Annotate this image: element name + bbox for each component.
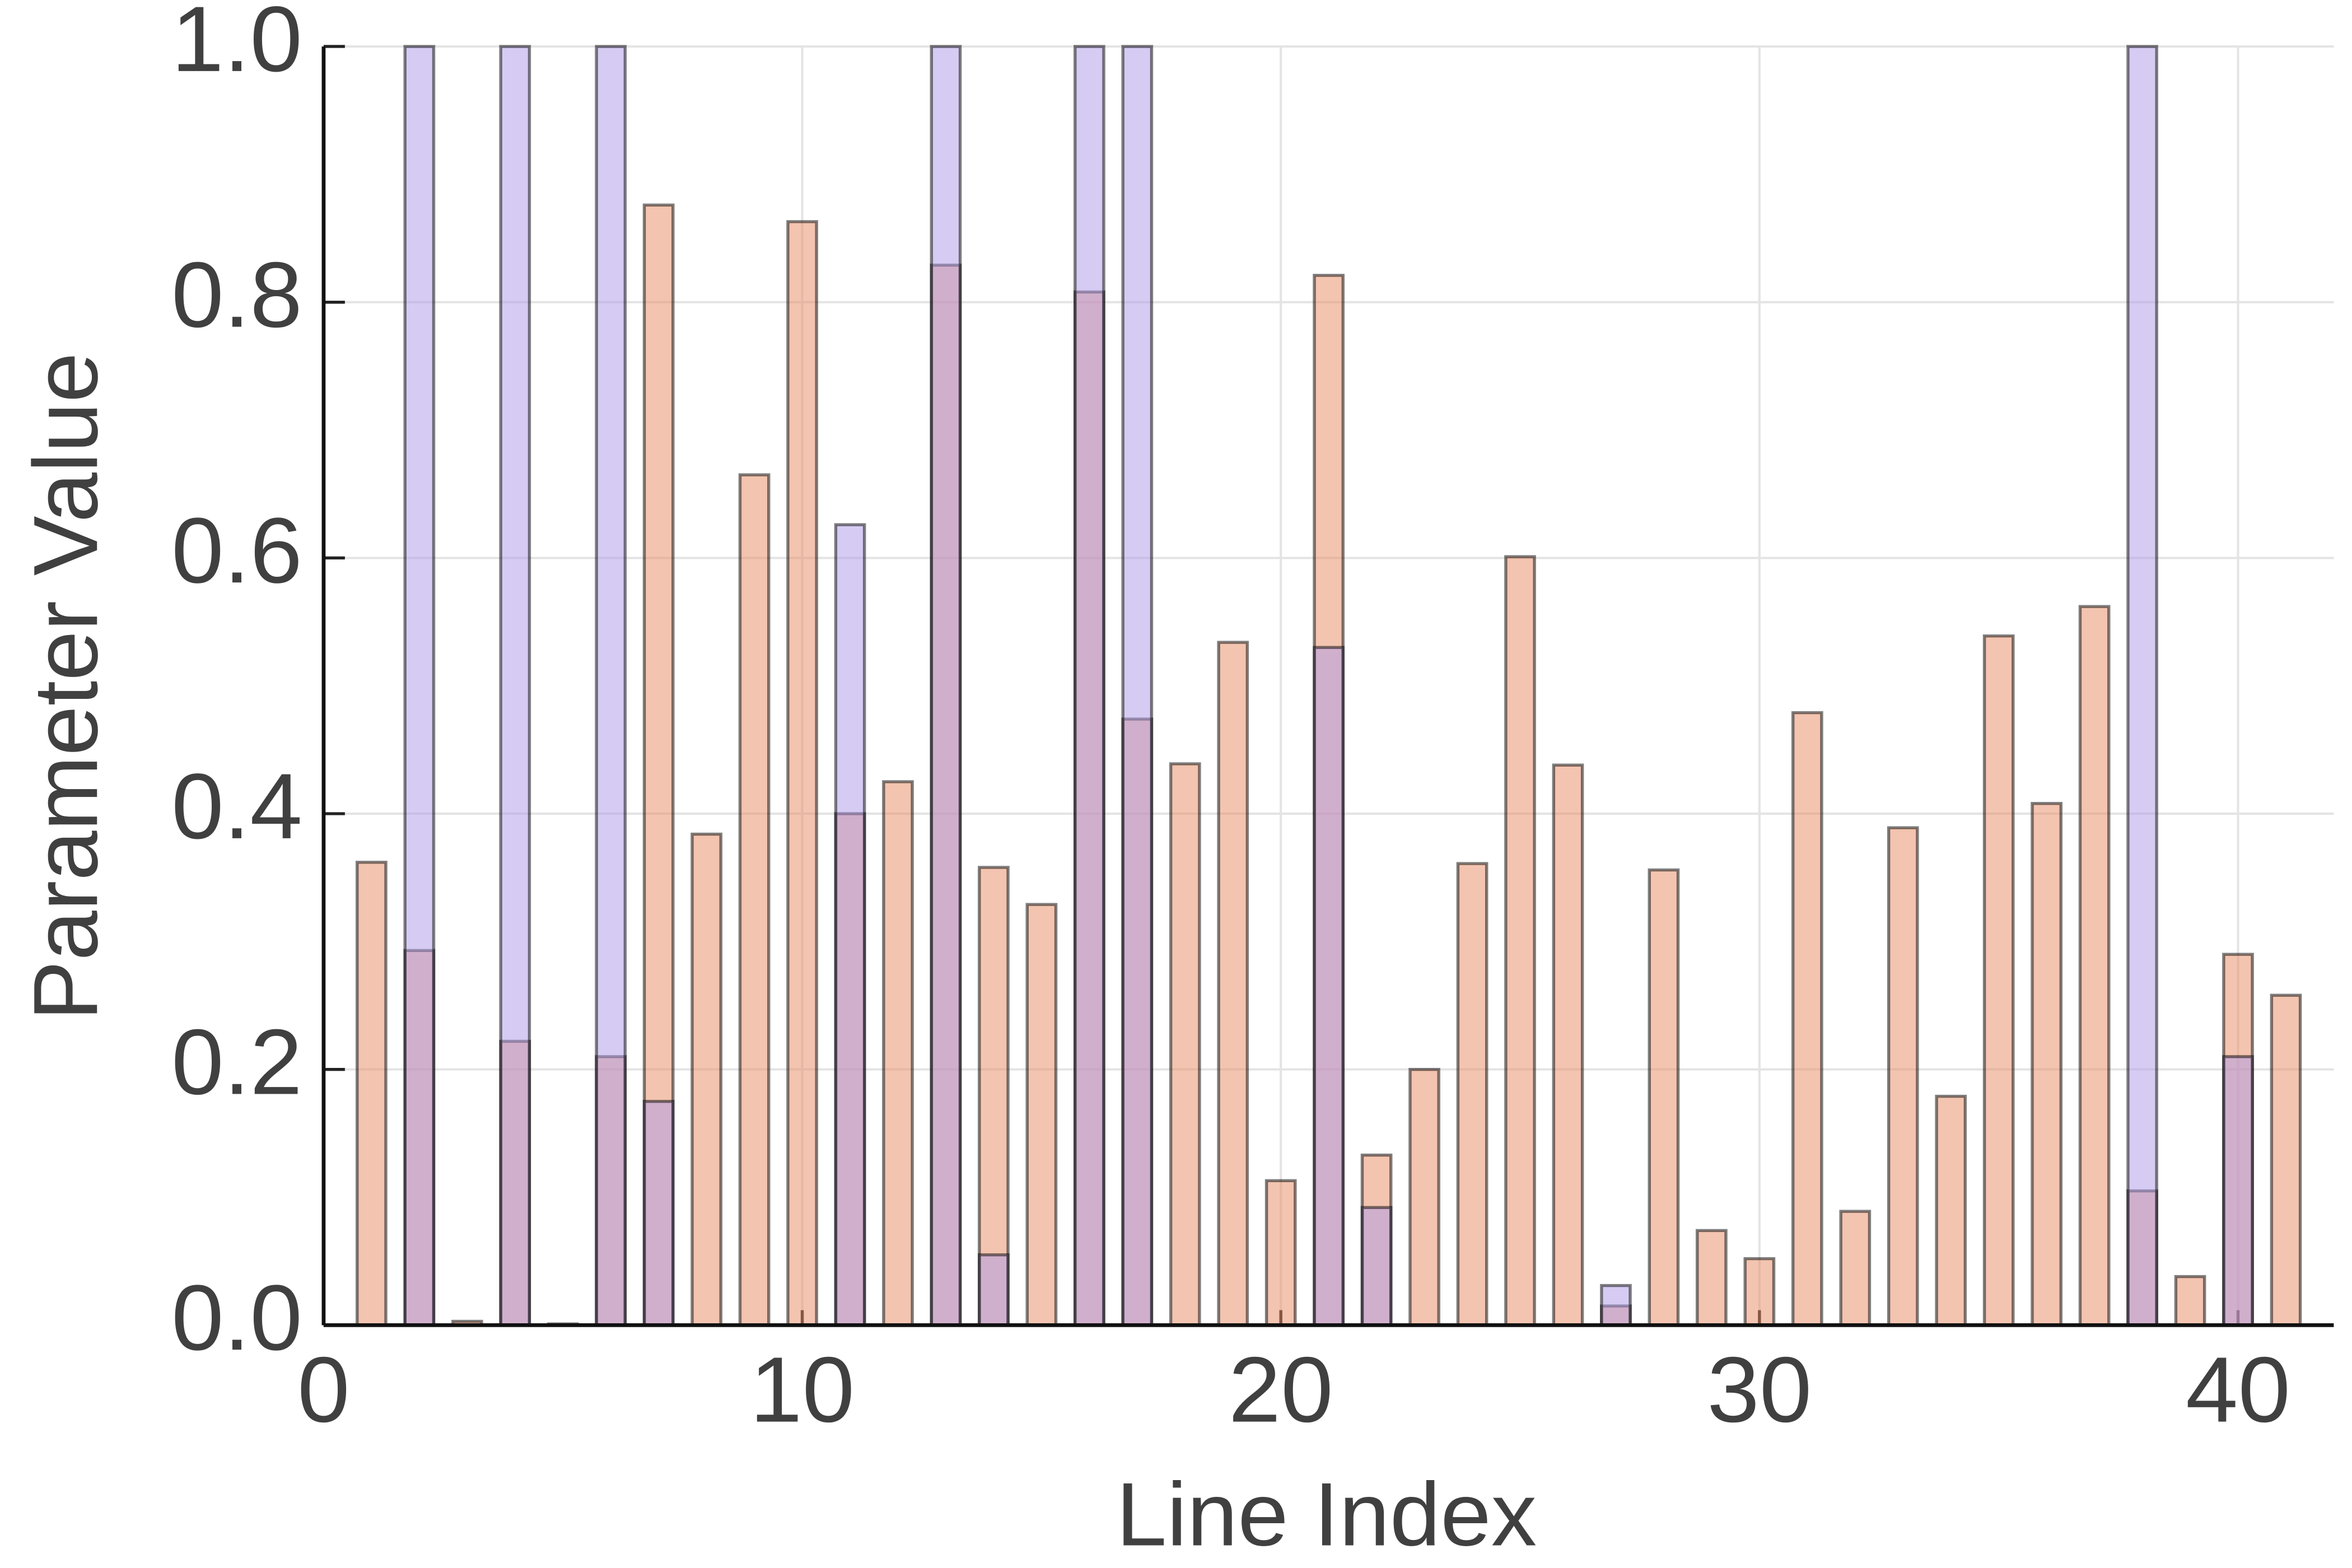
bar (1456, 862, 1488, 1327)
bar (1696, 1229, 1728, 1327)
bar (690, 832, 722, 1327)
y-tick-label: 1.0 (171, 0, 302, 91)
bar (1648, 868, 1680, 1327)
bar (1313, 646, 1345, 1327)
x-axis-label: Line Index (1116, 1464, 1537, 1565)
bar (2078, 605, 2111, 1327)
bar (403, 45, 436, 1327)
bar (1121, 45, 1154, 1327)
bar (1169, 762, 1201, 1327)
bar (1791, 711, 1823, 1327)
bar (642, 1100, 675, 1327)
x-tick-label: 30 (1707, 1338, 1812, 1442)
bar (2222, 1055, 2254, 1327)
bar (1839, 1210, 1872, 1327)
bar (1552, 763, 1584, 1327)
bar (2174, 1275, 2206, 1327)
bar (2031, 802, 2063, 1327)
bar (1360, 1206, 1393, 1327)
y-tick-label: 0.8 (171, 244, 302, 347)
bar (595, 45, 627, 1327)
y-tick-label: 0.4 (171, 755, 302, 858)
x-tick-label: 0 (297, 1338, 350, 1442)
bar (978, 1253, 1010, 1327)
bar (356, 861, 388, 1327)
bar (1408, 1067, 1440, 1327)
bar (930, 45, 962, 1327)
x-tick-label: 40 (2186, 1338, 2290, 1442)
x-tick-label: 20 (1229, 1338, 1333, 1442)
bar (1264, 1179, 1297, 1327)
bar (1073, 45, 1105, 1327)
bar (2126, 45, 2158, 1327)
bar (1743, 1257, 1776, 1327)
x-tick-label: 10 (750, 1338, 855, 1442)
y-tick-label: 0.2 (171, 1011, 302, 1114)
bar (1217, 641, 1249, 1327)
bar (1025, 903, 1058, 1327)
bar (1504, 555, 1536, 1327)
bar-series (403, 45, 2254, 1327)
bar (1982, 634, 2015, 1327)
bar (1935, 1094, 1967, 1327)
y-tick-label: 0.6 (171, 499, 302, 603)
y-tick-label: 0.0 (171, 1266, 302, 1370)
bar (738, 473, 771, 1327)
bar (834, 523, 866, 1327)
bar (499, 45, 531, 1327)
bar (786, 220, 818, 1327)
bar (882, 780, 914, 1327)
bar (1600, 1284, 1632, 1327)
y-axis-label: Parameter Value (15, 352, 116, 1020)
bar (1887, 826, 1919, 1327)
bar (2270, 993, 2302, 1327)
